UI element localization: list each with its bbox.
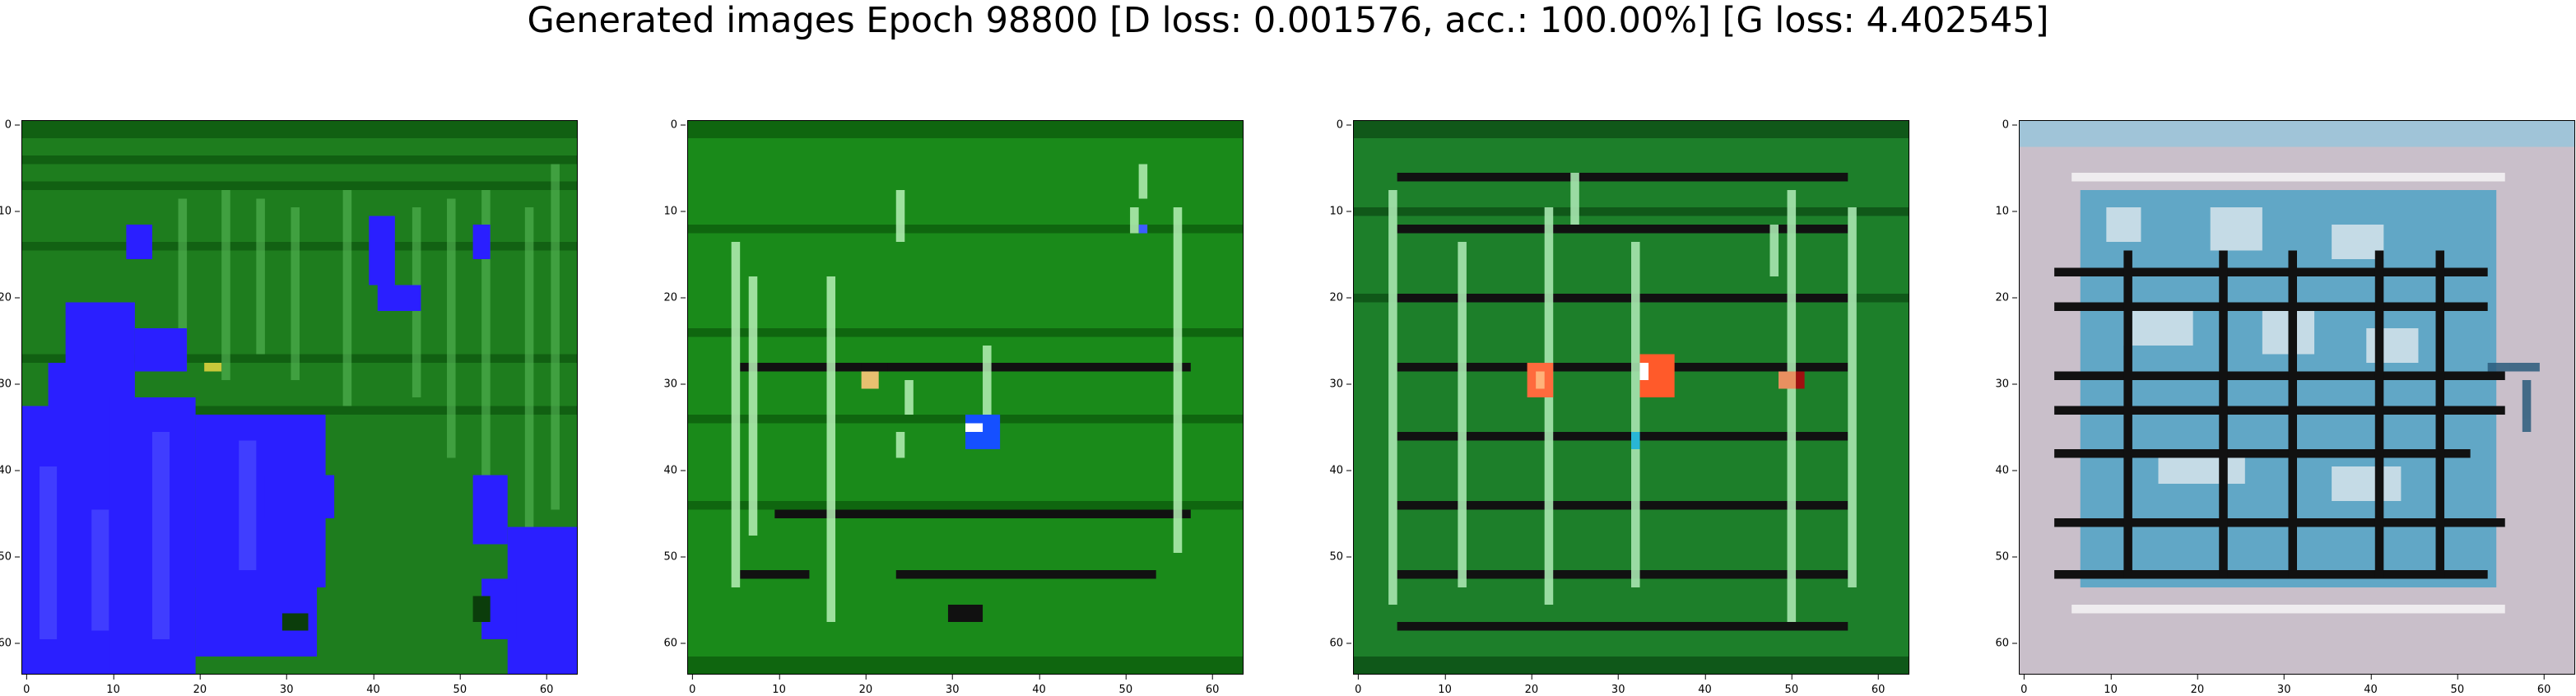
y-tick-label: 50 (0, 552, 20, 563)
x-tick-label: 50 (1785, 675, 1798, 695)
x-tick-label: 50 (1119, 675, 1132, 695)
y-tick-label: 20 (1995, 293, 2017, 304)
x-tick-label: 30 (280, 675, 293, 695)
x-tick-label: 30 (2277, 675, 2290, 695)
y-tick-label: 0 (2002, 120, 2017, 131)
generated-pixels-3 (1354, 121, 1909, 674)
x-tick-label: 0 (2020, 675, 2027, 695)
y-tick-label: 50 (1995, 552, 2017, 563)
x-tick-label: 10 (106, 675, 120, 695)
y-tick-label: 0 (5, 120, 20, 131)
generated-pixels-1 (22, 121, 577, 674)
y-tick-label: 20 (0, 293, 20, 304)
x-tick-label: 60 (1206, 675, 1219, 695)
x-tick-label: 60 (1872, 675, 1885, 695)
y-tick-label: 50 (663, 552, 686, 563)
y-tick-label: 60 (0, 638, 20, 649)
y-tick-label: 40 (0, 466, 20, 476)
image-frame (2019, 120, 2575, 675)
x-tick-label: 20 (2191, 675, 2204, 695)
x-tick-label: 40 (1032, 675, 1046, 695)
y-tick-label: 0 (671, 120, 686, 131)
y-tick-label: 10 (1995, 206, 2017, 217)
x-tick-label: 0 (23, 675, 30, 695)
image-frame (687, 120, 1244, 675)
x-tick-label: 10 (2104, 675, 2118, 695)
x-tick-label: 50 (2451, 675, 2464, 695)
y-tick-label: 40 (1995, 466, 2017, 476)
image-frame (21, 120, 578, 675)
x-tick-label: 60 (2537, 675, 2550, 695)
y-tick-label: 50 (1329, 552, 1351, 563)
x-tick-label: 30 (946, 675, 959, 695)
generated-image-2: 0 10 20 30 40 50 60 0 10 20 30 40 50 60 (663, 120, 1244, 695)
y-tick-label: 0 (1337, 120, 1351, 131)
y-tick-label: 30 (663, 379, 686, 390)
y-tick-label: 10 (1329, 206, 1351, 217)
x-tick-label: 40 (1698, 675, 1712, 695)
x-tick-label: 20 (1525, 675, 1538, 695)
x-tick-label: 10 (772, 675, 786, 695)
generated-image-1: 0 10 20 30 40 50 60 0 10 20 30 40 50 60 (0, 120, 578, 695)
generated-pixels-2 (688, 121, 1243, 674)
y-tick-label: 30 (1329, 379, 1351, 390)
x-tick-label: 40 (366, 675, 380, 695)
y-tick-label: 20 (663, 293, 686, 304)
y-tick-label: 60 (1995, 638, 2017, 649)
x-tick-label: 30 (1611, 675, 1625, 695)
y-tick-label: 10 (0, 206, 20, 217)
x-tick-label: 20 (859, 675, 872, 695)
x-tick-label: 10 (1438, 675, 1452, 695)
y-tick-label: 40 (663, 466, 686, 476)
x-tick-label: 0 (1355, 675, 1361, 695)
generated-pixels-4 (2020, 121, 2574, 674)
image-frame (1353, 120, 1909, 675)
x-tick-label: 0 (689, 675, 695, 695)
x-tick-label: 50 (453, 675, 467, 695)
y-tick-label: 60 (1329, 638, 1351, 649)
y-tick-label: 20 (1329, 293, 1351, 304)
x-tick-label: 60 (540, 675, 553, 695)
y-tick-label: 30 (1995, 379, 2017, 390)
generated-image-3: 0 10 20 30 40 50 60 0 10 20 30 40 50 60 (1329, 120, 1909, 695)
x-tick-label: 40 (2364, 675, 2378, 695)
y-tick-label: 40 (1329, 466, 1351, 476)
y-tick-label: 30 (0, 379, 20, 390)
y-tick-label: 10 (663, 206, 686, 217)
generated-image-4: 0 10 20 30 40 50 60 0 10 20 30 40 50 60 (1995, 120, 2575, 695)
figure-title: Generated images Epoch 98800 [D loss: 0.… (527, 0, 2049, 41)
y-tick-label: 60 (663, 638, 686, 649)
x-tick-label: 20 (193, 675, 207, 695)
